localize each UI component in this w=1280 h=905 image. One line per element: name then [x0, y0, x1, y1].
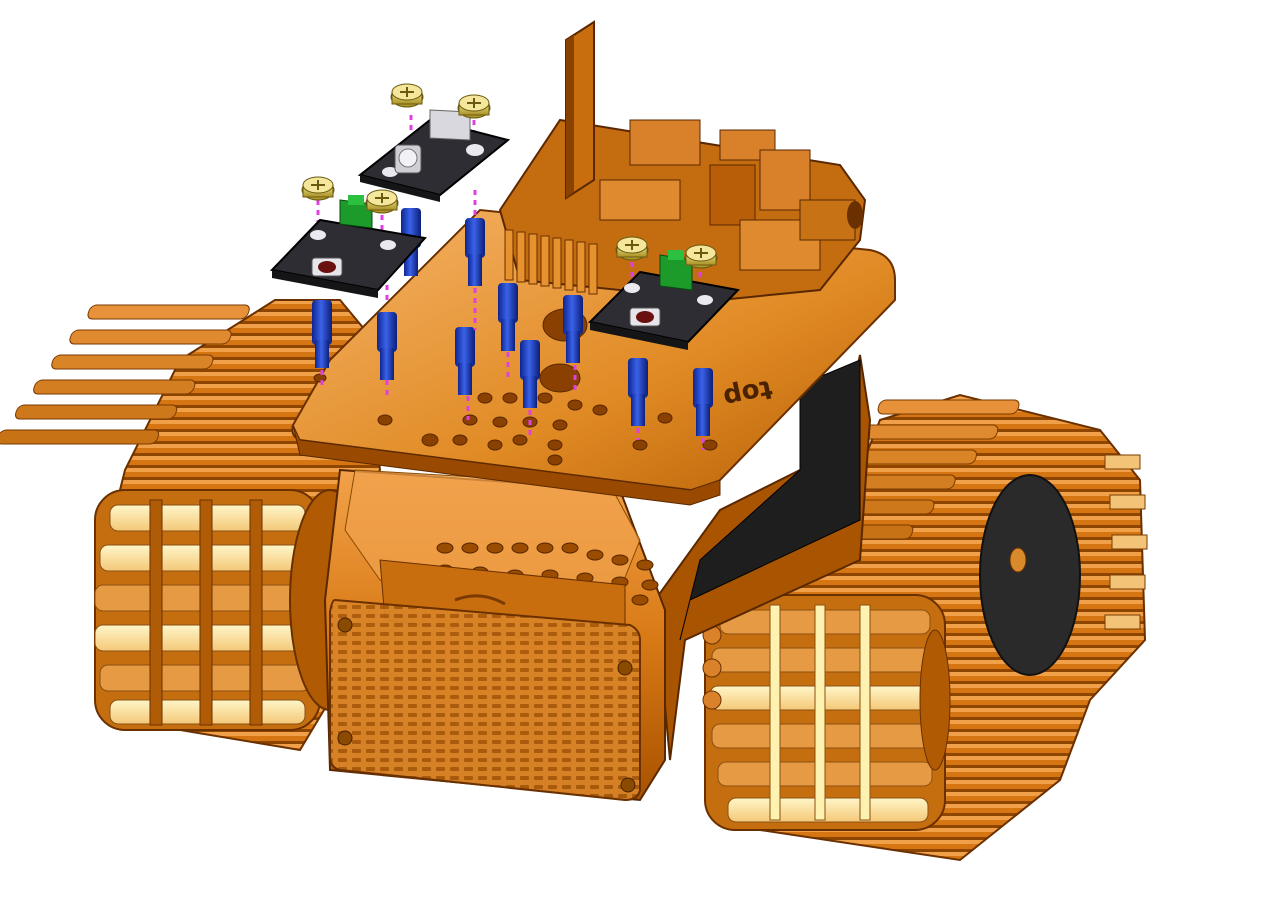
- plate-large-hole: [539, 363, 581, 393]
- standoffs: [312, 208, 713, 436]
- standoff: [312, 300, 332, 368]
- controller-board: [498, 20, 867, 302]
- ir-receiver-icon: [394, 144, 422, 174]
- standoff: [465, 218, 485, 286]
- grill-screw-icon: [620, 777, 636, 793]
- screw-icon: [390, 83, 424, 108]
- standoff: [693, 368, 713, 436]
- left-track-front-face: [94, 489, 321, 731]
- sensor-module-left: [269, 195, 427, 298]
- left-track-top-slats: [0, 304, 250, 445]
- front-grill-panel: [329, 594, 641, 802]
- screws: [301, 83, 718, 269]
- grill-screw-icon: [337, 617, 353, 633]
- right-black-panel: [679, 359, 861, 641]
- grill-screw-icon: [337, 730, 353, 746]
- screw-icon: [457, 94, 491, 119]
- right-track: [702, 393, 1148, 862]
- standoff: [498, 283, 518, 351]
- green-terminal-icon: [339, 195, 373, 229]
- grill-screw-icon: [617, 660, 633, 676]
- sensor-module-right: [587, 250, 741, 350]
- screw-icon: [301, 176, 335, 201]
- screw-icon: [615, 236, 649, 261]
- chassis-body: [323, 354, 872, 802]
- standoff: [455, 327, 475, 395]
- photoresistor-icon: [311, 257, 343, 277]
- screw-icon: [365, 189, 399, 214]
- standoff: [563, 295, 583, 363]
- sensor-module-ir: [357, 109, 511, 202]
- screw-icon: [684, 244, 718, 269]
- standoff: [520, 340, 540, 408]
- right-track-side-teeth: [1104, 454, 1148, 630]
- right-drive-wheel: [919, 629, 951, 771]
- green-terminal-icon: [659, 250, 693, 291]
- standoff: [377, 312, 397, 380]
- right-track-top-slats: [771, 399, 1020, 540]
- right-outer-wheel: [979, 474, 1081, 676]
- standoff: [628, 358, 648, 426]
- right-track-front-face: [702, 594, 946, 831]
- photoresistor-icon: [629, 307, 661, 327]
